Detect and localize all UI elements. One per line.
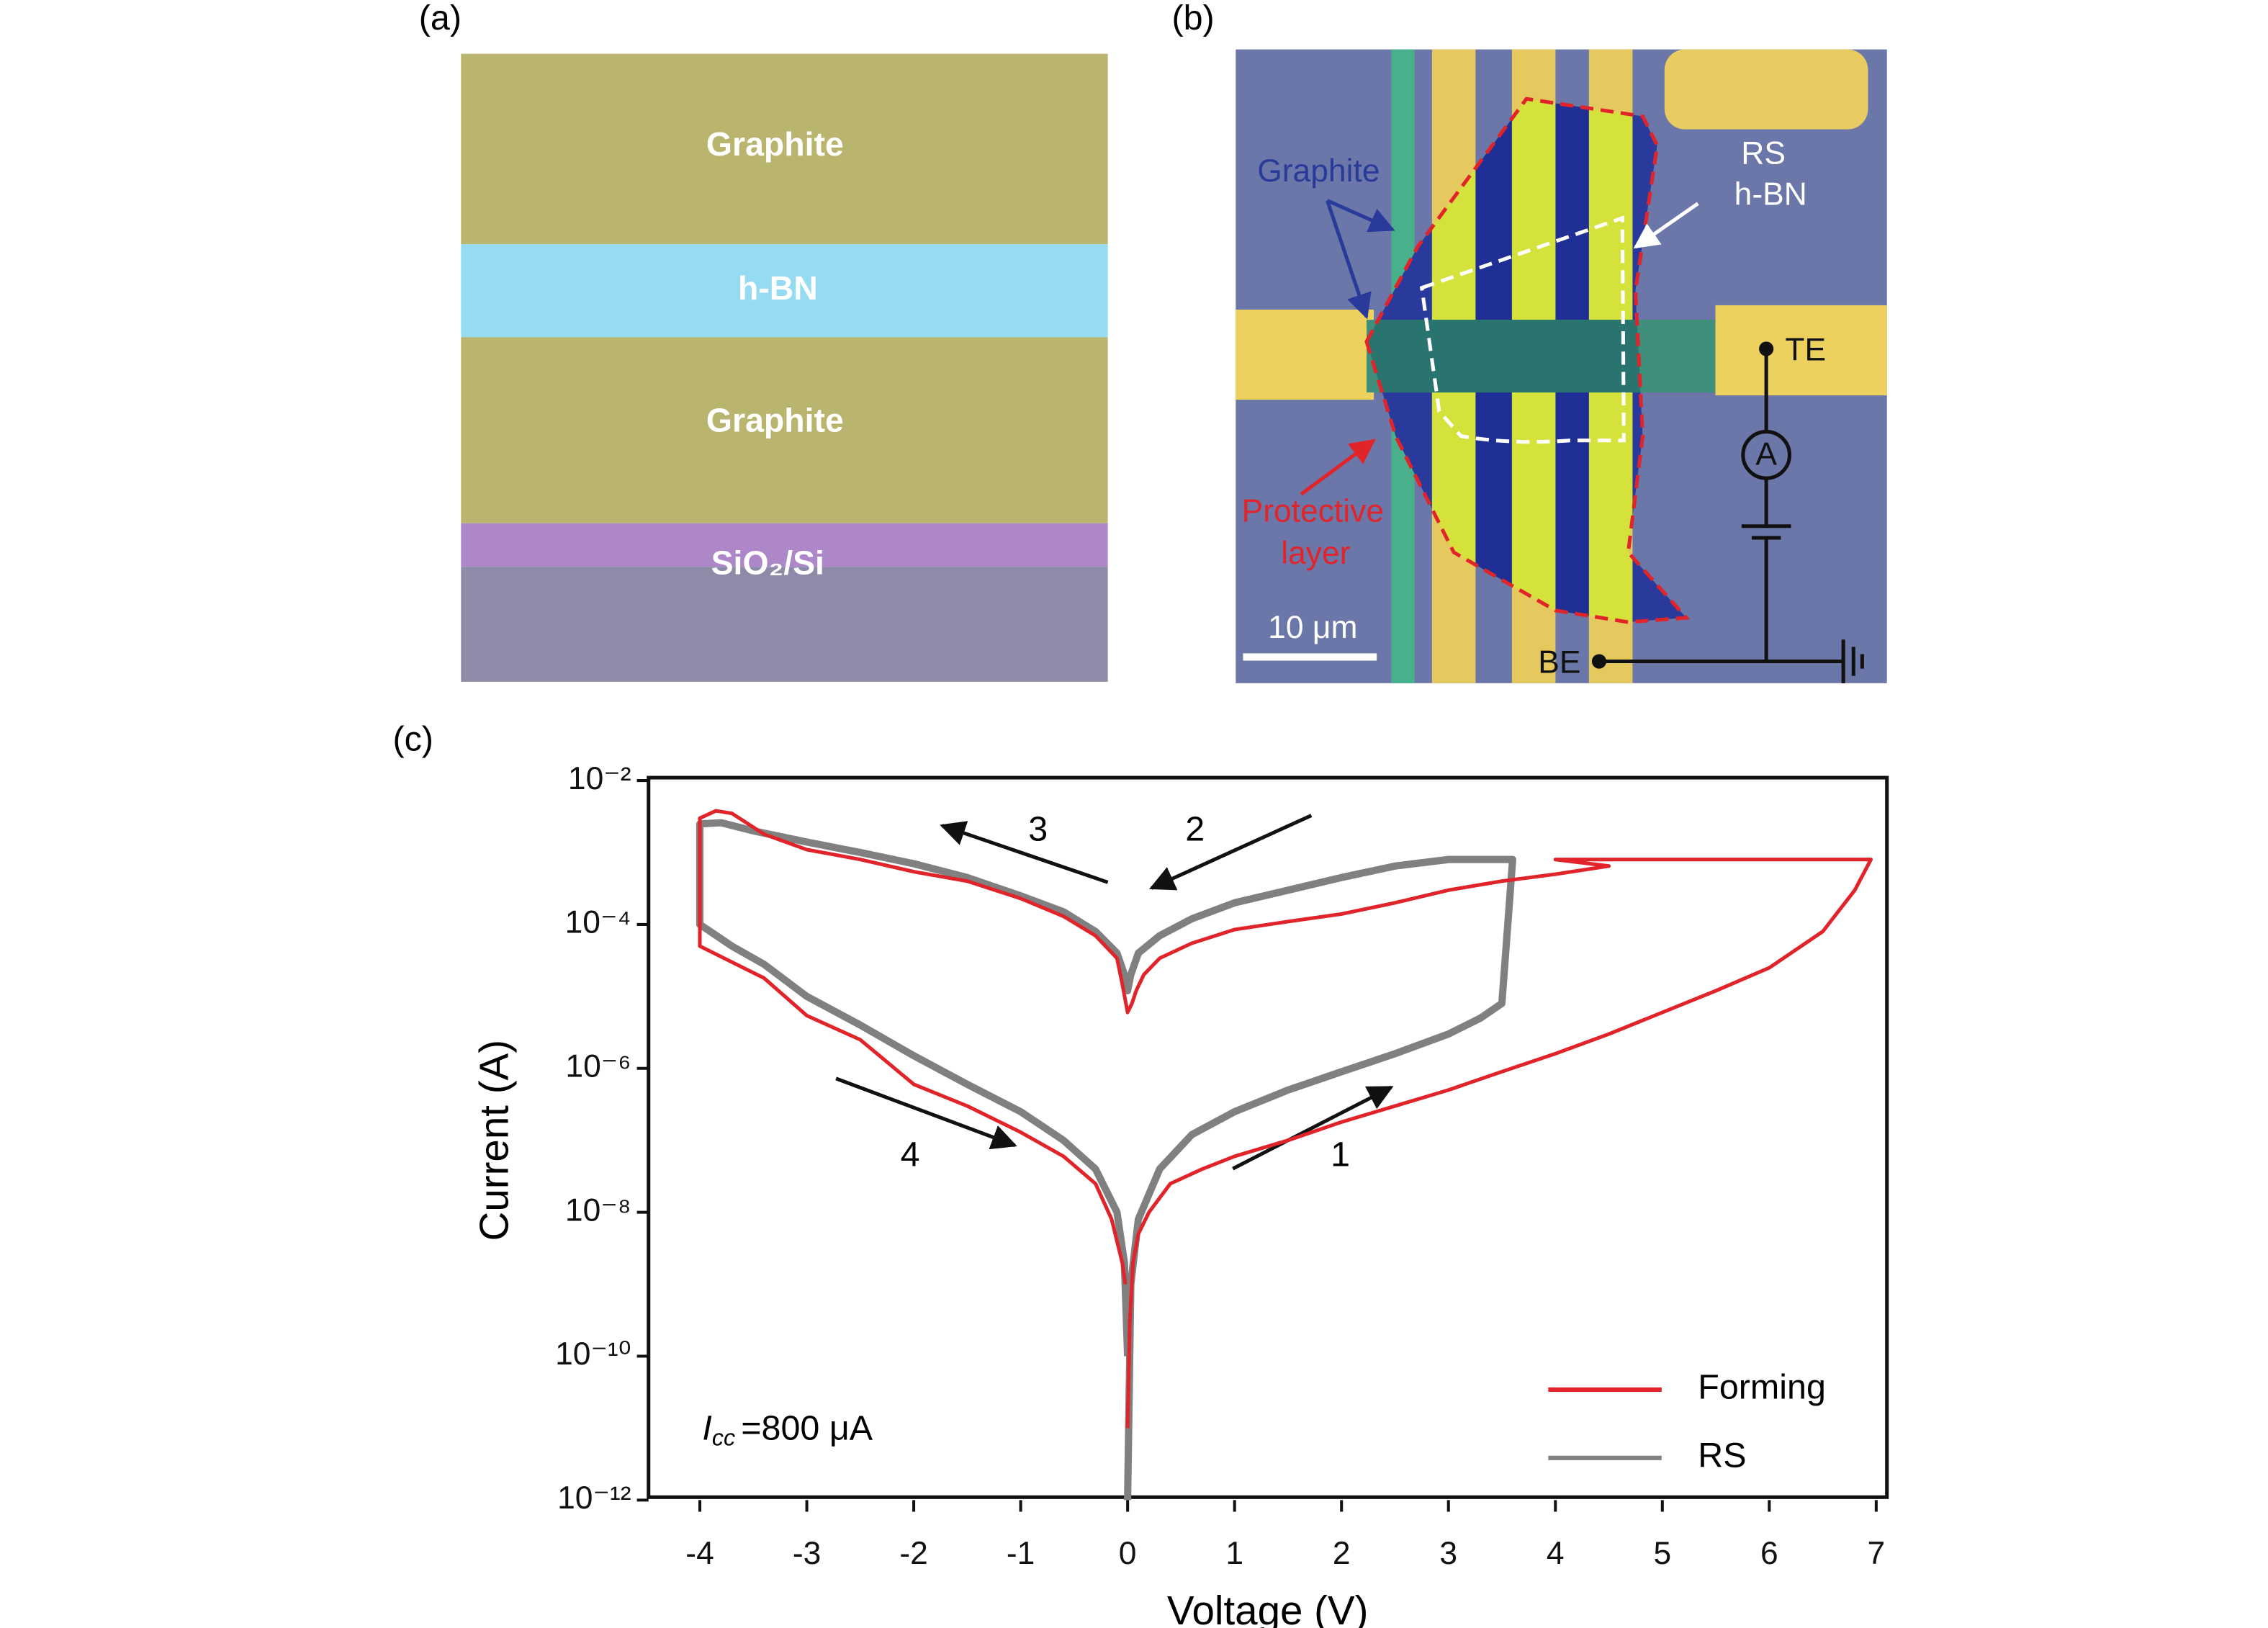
plot-frame [647, 775, 1889, 1499]
micrograph: A TE BE Graphite RS h-BN Protective laye… [1236, 49, 1887, 683]
icc-part: cc [712, 1424, 735, 1450]
x-tick-label: 7 [1868, 1536, 1886, 1571]
y-tick-label: 10⁻⁸ [565, 1192, 631, 1228]
x-tick-label: 1 [1225, 1536, 1243, 1571]
layer [461, 244, 1108, 338]
arrow [1633, 202, 1699, 249]
scale-label: 10 μm [1268, 610, 1357, 645]
series-line [698, 809, 1873, 1429]
icc-part: I [702, 1408, 711, 1447]
layer-stack: Graphite h-BN Graphite SiO₂/Si [461, 53, 1108, 682]
icc-label: Icc =800 μA [702, 1408, 873, 1450]
x-tick-label: 0 [1119, 1536, 1137, 1571]
annotation: 4 [901, 1135, 920, 1174]
layer [461, 53, 1108, 245]
y-tick-label: 10⁻⁴ [565, 905, 631, 940]
arrow [1326, 199, 1395, 233]
terminal [1759, 341, 1774, 356]
arrow [835, 1076, 1017, 1150]
te-label: TE [1785, 332, 1826, 367]
x-tick-label: -4 [685, 1536, 714, 1571]
hbn-label: h-BN [1734, 176, 1807, 212]
ammeter-label: A [1755, 437, 1777, 472]
arrow [1149, 814, 1313, 891]
y-tick-label: 10⁻² [568, 761, 631, 796]
series-line [696, 819, 1516, 1501]
x-tick-label: -2 [899, 1536, 927, 1571]
direction-arrows [835, 814, 1394, 1171]
top-electrode [1367, 320, 1687, 393]
y-tick-label: 10⁻⁶ [565, 1049, 631, 1084]
pad [1236, 309, 1374, 400]
x-tick-label: 6 [1760, 1536, 1778, 1571]
circuit [1599, 348, 1864, 683]
panel-label: (c) [392, 719, 433, 758]
y-tick-label: 10⁻¹⁰ [555, 1336, 631, 1372]
x-tick-label: -3 [793, 1536, 821, 1571]
y-axis-title: Current (A) [472, 1040, 517, 1241]
panel-label: (b) [1171, 0, 1214, 37]
icc-part: =800 μA [741, 1408, 873, 1447]
rs-label: RS [1741, 136, 1786, 171]
layer-label: Graphite [706, 402, 844, 439]
be-label: BE [1538, 644, 1580, 680]
terminal [1591, 654, 1607, 669]
rs-outline [1419, 215, 1626, 444]
arrow [1326, 199, 1372, 320]
protective-label: Protective [1242, 493, 1384, 529]
layer-label: h-BN [738, 269, 818, 307]
arrow [940, 821, 1109, 884]
legend-label: RS [1698, 1436, 1746, 1475]
legend-label: Forming [1698, 1368, 1826, 1407]
arrow [1300, 439, 1376, 496]
annotation: 2 [1185, 810, 1205, 849]
layer [461, 567, 1108, 682]
layer [461, 337, 1108, 523]
arrow [1232, 1085, 1394, 1171]
layer-label: SiO₂/Si [711, 544, 824, 582]
y-tick-label: 10⁻¹² [557, 1480, 631, 1516]
annotation: 1 [1331, 1135, 1350, 1174]
protective-outline [1364, 96, 1691, 624]
panel-label: (a) [419, 0, 462, 37]
graphite-label: Graphite [1257, 153, 1380, 189]
layer-label: layer [1281, 536, 1350, 571]
x-tick-label: 2 [1333, 1536, 1351, 1571]
x-tick-label: -1 [1007, 1536, 1035, 1571]
pad [1664, 49, 1868, 130]
x-tick-label: 5 [1653, 1536, 1671, 1571]
x-tick-label: 3 [1439, 1536, 1457, 1571]
layer [461, 523, 1108, 567]
annotation: 3 [1028, 810, 1048, 849]
x-tick-label: 4 [1547, 1536, 1565, 1571]
pad [1715, 305, 1887, 396]
x-axis-title: Voltage (V) [1167, 1588, 1369, 1628]
layer-label: Graphite [706, 125, 844, 163]
